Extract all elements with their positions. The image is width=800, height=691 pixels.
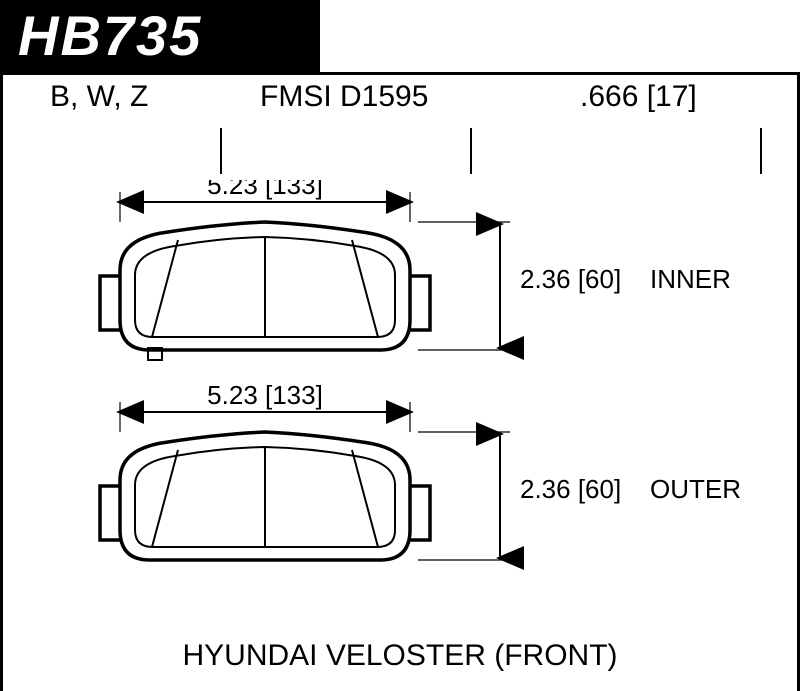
part-number-text: HB735 xyxy=(18,4,202,67)
spec-row: B, W, Z FMSI D1595 .666 [17] xyxy=(0,80,800,130)
inner-side-label: INNER xyxy=(650,264,731,294)
outer-side-label: OUTER xyxy=(650,474,741,504)
spec-divider-1 xyxy=(220,128,222,174)
diagram-area: 5.23 [133] 2.36 xyxy=(0,180,800,620)
inner-width-label: 5.23 [133] xyxy=(207,180,323,200)
spec-divider-3 xyxy=(760,128,762,174)
outer-width-label: 5.23 [133] xyxy=(207,380,323,410)
frame-top xyxy=(0,72,800,75)
spec-divider-2 xyxy=(470,128,472,174)
inner-height-label: 2.36 [60] xyxy=(520,264,621,294)
footer-application: HYUNDAI VELOSTER (FRONT) xyxy=(0,639,800,673)
part-number-header: HB735 xyxy=(0,0,320,72)
inner-pad-group: 5.23 [133] 2.36 xyxy=(100,180,731,360)
spec-thickness: .666 [17] xyxy=(580,80,697,114)
page: HB735 B, W, Z FMSI D1595 .666 [17] xyxy=(0,0,800,691)
outer-height-label: 2.36 [60] xyxy=(520,474,621,504)
diagram-svg: 5.23 [133] 2.36 xyxy=(0,180,800,620)
outer-pad-group: 5.23 [133] 2.36 [60] OUTER xyxy=(100,380,741,560)
spec-fmsi: FMSI D1595 xyxy=(260,80,428,114)
spec-compounds: B, W, Z xyxy=(50,80,148,114)
